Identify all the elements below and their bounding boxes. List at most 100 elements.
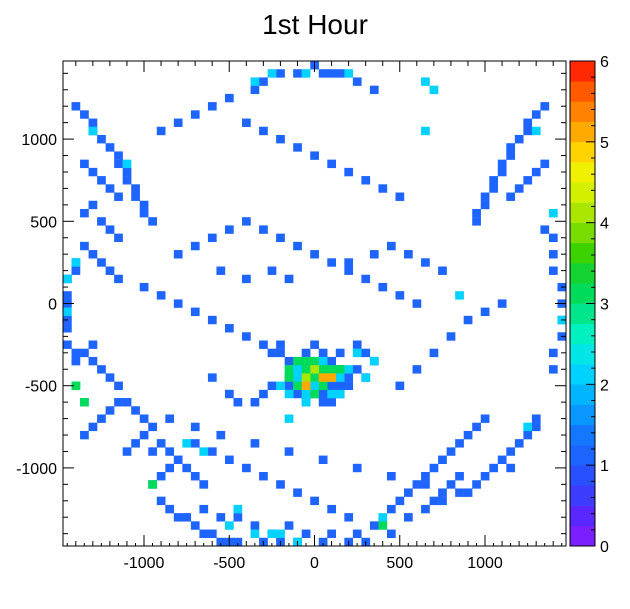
heatmap-cell <box>259 225 268 234</box>
heatmap-cell <box>139 200 149 210</box>
heatmap-cell <box>531 422 541 432</box>
heatmap-cell <box>182 513 192 522</box>
heatmap-cell <box>497 455 507 464</box>
heatmap-cell <box>259 472 268 481</box>
heatmap-cell <box>233 504 243 514</box>
heatmap-cell <box>335 365 345 374</box>
colorbar-tick-label: 4 <box>600 216 609 233</box>
heatmap-cell <box>361 176 371 185</box>
heatmap-cell <box>429 85 439 95</box>
heatmap-cell <box>429 496 439 506</box>
heatmap-cell <box>224 324 234 333</box>
heatmap-cell <box>361 274 371 284</box>
colorbar-swatch <box>570 81 595 102</box>
x-tick-label: -500 <box>213 555 245 572</box>
heatmap-cell <box>284 447 294 456</box>
heatmap-cell <box>173 455 183 464</box>
heatmap-cell <box>216 537 226 547</box>
colorbar-swatch <box>570 202 595 223</box>
axis-ticks: -1000 -500 0 500 1000 -1000 -500 0 500 1000 <box>16 61 566 572</box>
heatmap-cell <box>497 159 507 169</box>
heatmap-cell <box>327 504 337 514</box>
heatmap-cell <box>301 348 311 358</box>
colorbar-swatch <box>570 444 595 466</box>
heatmap-cell <box>455 472 464 481</box>
heatmap-cell <box>335 69 345 78</box>
heatmap-cell <box>190 521 200 530</box>
heatmap-cell <box>97 258 106 267</box>
heatmap-cell <box>386 241 396 251</box>
heatmap-cell <box>242 217 251 226</box>
heatmap-cell <box>318 389 328 399</box>
heatmap-cell <box>173 250 183 259</box>
heatmap-cell <box>301 381 311 391</box>
heatmap-cell <box>293 143 302 152</box>
heatmap-cell <box>88 126 98 136</box>
colorbar-swatch <box>570 303 595 325</box>
heatmap-cell <box>114 398 123 407</box>
heatmap-cell <box>284 389 294 399</box>
heatmap-cell <box>97 414 106 423</box>
heatmap-cell <box>88 167 98 177</box>
heatmap-cell <box>80 348 89 358</box>
heatmap-cell <box>429 348 439 358</box>
heatmap-cell <box>472 422 481 432</box>
heatmap-cell <box>284 356 294 366</box>
colorbar-swatch <box>570 343 595 365</box>
heatmap-cell <box>310 496 319 506</box>
heatmap-cell <box>506 447 516 456</box>
heatmap-cell <box>267 381 277 391</box>
colorbar-swatch <box>570 182 595 203</box>
heatmap-cell <box>472 217 481 226</box>
heatmap-cell <box>80 430 89 440</box>
heatmap-cell <box>165 463 175 473</box>
heatmap-cell <box>122 398 132 407</box>
heatmap-cell <box>421 126 430 136</box>
heatmap-cell <box>190 241 200 251</box>
heatmap-cell <box>156 291 166 300</box>
heatmap-cell <box>378 282 388 292</box>
heatmap-cell <box>190 307 200 317</box>
heatmap-cell <box>318 455 328 464</box>
heatmap-cell <box>259 77 268 86</box>
heatmap-cell <box>421 480 430 489</box>
heatmap-cell <box>412 480 422 489</box>
heatmap-cell <box>523 126 533 136</box>
heatmap-cell <box>318 537 328 547</box>
heatmap-cell <box>548 266 558 275</box>
heatmap-cell <box>71 381 81 391</box>
heatmap-cell <box>446 480 456 489</box>
heatmap-cell <box>199 447 209 456</box>
heatmap-cell <box>242 463 251 473</box>
heatmap-cell <box>242 332 251 341</box>
heatmap-cell <box>344 373 354 382</box>
heatmap-cells <box>63 61 567 547</box>
heatmap-cell <box>284 274 294 284</box>
heatmap-cell <box>421 504 430 514</box>
heatmap-cell <box>318 398 328 407</box>
heatmap-cell <box>148 480 157 489</box>
colorbar-swatch <box>570 263 595 284</box>
colorbar-swatch <box>570 162 595 183</box>
heatmap-cell <box>250 85 260 95</box>
heatmap-cell <box>438 455 447 464</box>
heatmap-cell <box>63 274 72 284</box>
heatmap-cell <box>404 250 413 259</box>
heatmap-cell <box>514 184 524 193</box>
heatmap-cell <box>88 250 98 259</box>
heatmap-cell <box>395 381 405 391</box>
heatmap-cell <box>276 529 285 538</box>
heatmap-cell <box>395 291 405 300</box>
heatmap-cell <box>327 365 337 374</box>
heatmap-cell <box>165 414 175 423</box>
heatmap-cell <box>523 118 533 127</box>
heatmap-cell <box>540 159 550 169</box>
heatmap-cell <box>318 356 328 366</box>
heatmap-cell <box>88 356 98 366</box>
heatmap-cell <box>156 496 166 506</box>
heatmap-cell <box>310 381 319 391</box>
heatmap-cell <box>267 69 277 78</box>
heatmap-cell <box>63 291 72 300</box>
heatmap-cell <box>267 348 277 358</box>
heatmap-cell <box>531 110 541 119</box>
